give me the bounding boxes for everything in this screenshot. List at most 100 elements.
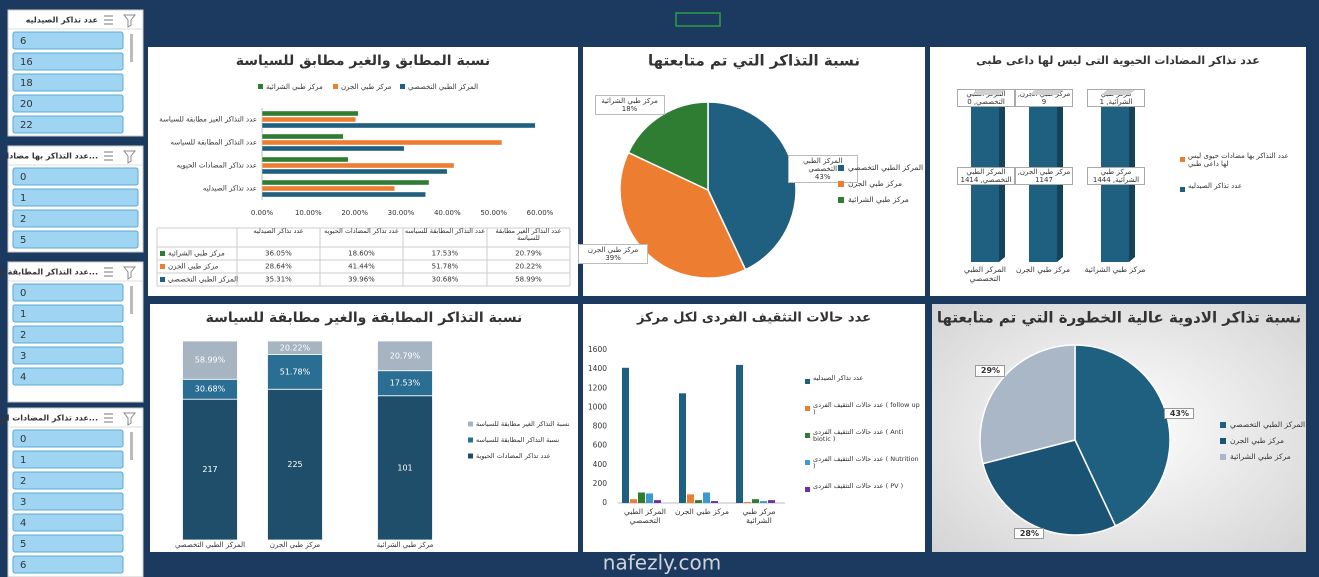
- slicer-item-label[interactable]: 3: [20, 497, 26, 508]
- slicer-item-label[interactable]: 16: [20, 57, 33, 68]
- clear-filter-icon[interactable]: [122, 150, 137, 164]
- slicer-item-label[interactable]: 3: [20, 351, 26, 362]
- slicer-item[interactable]: [12, 73, 124, 92]
- slicer-item-label[interactable]: 5: [20, 235, 26, 246]
- bar: [261, 110, 359, 117]
- slicer-item-label[interactable]: 1: [20, 309, 26, 320]
- bar: [261, 139, 503, 146]
- x-tick-label: 0.00%: [251, 209, 274, 217]
- legend-marker: [805, 406, 810, 411]
- slicer-item[interactable]: [12, 429, 124, 448]
- label-container: مركز طبي الشرائية 18%: [594, 94, 665, 116]
- table-cell: 20.22%: [515, 263, 542, 271]
- pie-slice: [982, 439, 1117, 536]
- x-tick-label: مركز طبي الشرائية: [1084, 266, 1146, 274]
- slicer-item[interactable]: [12, 367, 124, 386]
- label-container: عدد حالات التثقيف الفردى ( Anti biotic ): [813, 429, 921, 444]
- slicer-item[interactable]: [12, 513, 124, 532]
- slicer-item-label[interactable]: 0: [20, 172, 26, 183]
- slicer-item-label[interactable]: 22: [20, 120, 33, 131]
- label-area: مركز طبي الجرن: [675, 508, 729, 516]
- multi-select-icon[interactable]: [104, 151, 113, 161]
- chart-title: نسبة المطابق والغير مطابق للسياسة: [236, 53, 490, 69]
- data-label: 43%: [814, 173, 831, 182]
- multi-select-icon[interactable]: [104, 267, 113, 277]
- bar-segment: [377, 395, 433, 541]
- slicer-item[interactable]: [12, 31, 124, 50]
- clear-filter-icon[interactable]: [122, 266, 137, 280]
- slicer-item-label[interactable]: 1: [20, 455, 26, 466]
- slicer-scrollbar[interactable]: [130, 34, 133, 62]
- slicer-item[interactable]: [12, 471, 124, 490]
- bar: [622, 367, 629, 503]
- label-area: مركز طبي الشرائية: [1084, 266, 1146, 274]
- legend-label: عدد حالات التثقيف الفردى ( PV ): [813, 483, 904, 490]
- slicer-item-label[interactable]: 2: [20, 476, 26, 487]
- slicer-item[interactable]: [12, 304, 124, 323]
- table-header: عدد تذاكر الصيدليه: [253, 228, 304, 235]
- y-tick-label: 800: [593, 422, 608, 431]
- legend-label: عدد حالات التثقيف الفردى ( Nutrition ): [813, 456, 919, 471]
- label-container: مركز طبي الشرائية: [730, 508, 788, 525]
- y-tick-label: 1000: [588, 402, 607, 411]
- slicer-item-label[interactable]: 6: [20, 36, 26, 47]
- clear-filter-icon[interactable]: [122, 412, 137, 426]
- clear-filter-icon[interactable]: [122, 14, 137, 28]
- bar: [261, 162, 455, 169]
- slicer-item[interactable]: [12, 52, 124, 71]
- slicer-item[interactable]: [12, 555, 124, 574]
- slicer-item-label[interactable]: 20: [20, 99, 33, 110]
- table-cell: 39.96%: [348, 276, 375, 284]
- data-label: 51.78%: [280, 367, 311, 376]
- y-tick-label: 1400: [588, 364, 607, 373]
- legend-marker: [400, 84, 405, 89]
- slicer-item-label[interactable]: 0: [20, 288, 26, 299]
- label-container: عدد التذاكر المطابقة للسياسه: [403, 228, 487, 235]
- slicer-item[interactable]: [12, 209, 139, 228]
- label-area: 28%: [1014, 527, 1045, 539]
- slicer-item[interactable]: [12, 94, 124, 113]
- slicer-item-label[interactable]: 1: [20, 193, 26, 204]
- slicer-item[interactable]: [12, 492, 124, 511]
- legend-label: نسبة التذاكر الغير مطابقة للسياسة: [476, 420, 570, 428]
- slicer-item-label[interactable]: 2: [20, 330, 26, 341]
- slicer-item[interactable]: [12, 230, 139, 249]
- label-area: مركز طبي الجرن, 1147: [1015, 167, 1073, 186]
- slicer-item-label[interactable]: 5: [20, 539, 26, 550]
- slicer-item-label[interactable]: 18: [20, 78, 33, 89]
- slicer-item-label[interactable]: 0: [20, 434, 26, 445]
- bar-segment: [377, 340, 433, 372]
- legend-marker: [1220, 454, 1226, 460]
- slicer-item-label[interactable]: 2: [20, 214, 26, 225]
- legend-label: عدد تذاكر الصيدليه: [1188, 182, 1243, 190]
- slicer-scrollbar[interactable]: [130, 286, 133, 314]
- label-container: عدد حالات التثقيف الفردى ( follow up ): [813, 402, 921, 417]
- x-tick-label: 10.00%: [295, 209, 322, 217]
- slicer-item-label[interactable]: 6: [20, 560, 26, 571]
- slicer-item[interactable]: [12, 167, 139, 186]
- label-container: عدد تذاكر المضادات الحيويه: [320, 228, 403, 235]
- selected-cell[interactable]: [675, 12, 721, 27]
- slicer-scrollbar[interactable]: [130, 432, 133, 460]
- legend-marker: [468, 453, 473, 459]
- slicer-item[interactable]: [12, 346, 124, 365]
- label-area: مركز طبي الشرائية: [730, 508, 788, 525]
- slicer-item-label[interactable]: 4: [20, 518, 26, 529]
- bar: [654, 500, 661, 503]
- slicer-item[interactable]: [12, 115, 124, 134]
- slicer-item[interactable]: [12, 534, 124, 553]
- label-area: المركز الطبي التخصصي: [624, 508, 666, 525]
- legend-label: المركز الطبي التخصصي: [848, 163, 923, 172]
- slicer-item[interactable]: [12, 188, 139, 207]
- slicer-item[interactable]: [12, 283, 124, 302]
- multi-select-icon[interactable]: [104, 413, 113, 423]
- multi-select-icon[interactable]: [104, 15, 113, 25]
- label-container: مركز طبي الجرن, 1147: [1015, 167, 1073, 186]
- table-header: عدد التذاكر المطابقة للسياسه: [404, 228, 486, 235]
- slicer-item[interactable]: [12, 325, 124, 344]
- chart-title: نسبة تذاكر الادوية عالية الخطورة التي تم…: [937, 309, 1301, 327]
- slicer-item-label[interactable]: 4: [20, 372, 26, 383]
- x-tick-label: مركز طبي الجرن: [675, 508, 729, 516]
- slicer-item[interactable]: [12, 450, 124, 469]
